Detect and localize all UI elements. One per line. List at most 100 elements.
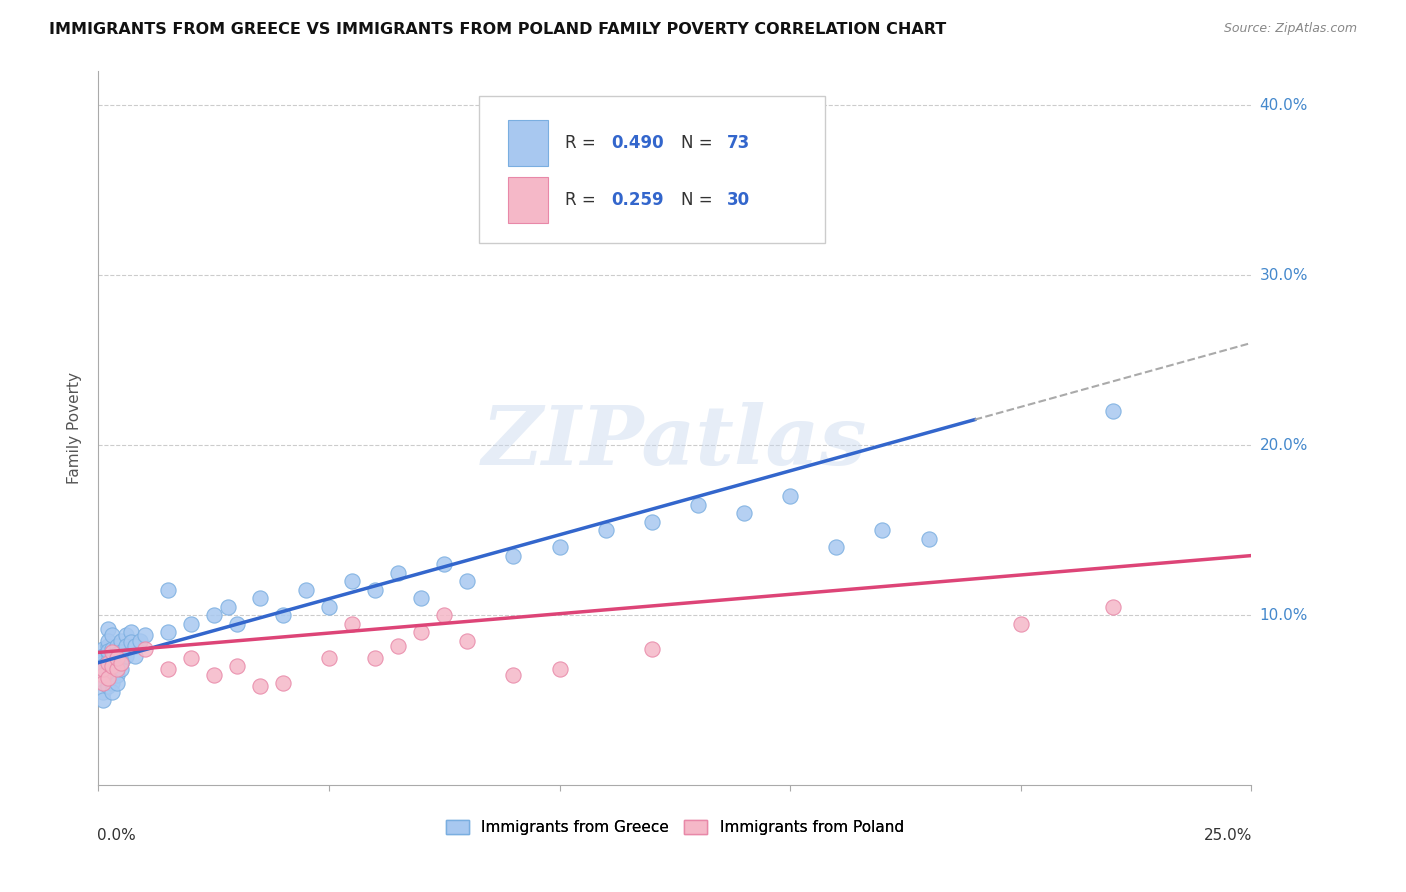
Point (340, 574, 363, 588)
Point (97, 654, 120, 668)
Point (202, 608, 225, 623)
Point (115, 628, 138, 642)
Point (110, 656, 132, 670)
Point (134, 642, 156, 657)
Point (124, 639, 146, 653)
Text: 0.259: 0.259 (612, 191, 664, 209)
Point (340, 616, 363, 631)
Point (97, 671, 120, 685)
Point (502, 549, 524, 563)
Point (97, 622, 120, 636)
Point (411, 625, 433, 640)
Point (97, 644, 120, 658)
Point (91, 656, 114, 670)
Point (387, 566, 409, 580)
Point (456, 633, 478, 648)
Point (641, 515, 664, 529)
FancyBboxPatch shape (479, 96, 825, 243)
Point (101, 676, 124, 690)
Point (271, 608, 294, 623)
Point (456, 574, 478, 588)
Point (156, 582, 179, 597)
Point (225, 616, 247, 631)
Text: N =: N = (681, 191, 713, 209)
Text: Source: ZipAtlas.com: Source: ZipAtlas.com (1223, 22, 1357, 36)
Text: N =: N = (681, 134, 713, 152)
Point (318, 650, 340, 665)
Point (115, 648, 138, 663)
Point (124, 648, 146, 663)
Point (548, 540, 571, 554)
Point (641, 642, 664, 657)
Point (779, 489, 801, 503)
Point (225, 659, 247, 673)
Point (110, 656, 132, 670)
Point (101, 684, 124, 698)
Point (110, 662, 132, 676)
Point (101, 642, 124, 657)
Point (202, 667, 225, 681)
Point (249, 680, 271, 694)
Text: 20.0%: 20.0% (1260, 438, 1308, 452)
FancyBboxPatch shape (508, 177, 548, 223)
Point (217, 599, 239, 614)
Point (129, 633, 152, 648)
Point (318, 599, 340, 614)
Text: IMMIGRANTS FROM GREECE VS IMMIGRANTS FROM POLAND FAMILY POVERTY CORRELATION CHAR: IMMIGRANTS FROM GREECE VS IMMIGRANTS FRO… (49, 22, 946, 37)
Point (101, 645, 124, 659)
Point (180, 616, 202, 631)
Point (105, 676, 128, 690)
Point (387, 639, 409, 653)
Point (411, 591, 433, 605)
Text: ZIPatlas: ZIPatlas (482, 402, 868, 483)
Point (733, 506, 755, 520)
Point (97, 671, 120, 685)
Point (91, 667, 114, 681)
Point (156, 662, 179, 676)
Text: 30: 30 (727, 191, 749, 209)
Point (110, 645, 132, 659)
Text: 73: 73 (727, 134, 749, 152)
Point (97, 639, 120, 653)
Point (872, 523, 894, 537)
Point (101, 659, 124, 673)
Point (91, 650, 114, 665)
Point (779, 192, 801, 206)
Point (91, 659, 114, 673)
Text: R =: R = (565, 134, 596, 152)
Point (249, 591, 271, 605)
Point (91, 676, 114, 690)
Point (686, 498, 709, 512)
Point (433, 608, 456, 623)
Point (91, 662, 114, 676)
Point (595, 523, 617, 537)
Point (364, 650, 387, 665)
Point (295, 582, 318, 597)
Text: 10.0%: 10.0% (1260, 607, 1308, 623)
Point (156, 625, 179, 640)
Point (433, 557, 456, 571)
Point (917, 532, 939, 546)
Point (91, 648, 114, 663)
Point (101, 628, 124, 642)
Point (825, 540, 848, 554)
Point (364, 582, 387, 597)
Point (91, 684, 114, 698)
Point (91, 693, 114, 707)
Point (101, 659, 124, 673)
Point (91, 642, 114, 657)
Text: 40.0%: 40.0% (1260, 98, 1308, 113)
Point (105, 667, 128, 681)
Point (1102, 599, 1125, 614)
Y-axis label: Family Poverty: Family Poverty (67, 372, 83, 484)
Point (105, 650, 128, 665)
Point (502, 667, 524, 681)
Point (97, 645, 120, 659)
Point (548, 662, 571, 676)
Point (120, 625, 142, 640)
Point (91, 667, 114, 681)
Text: 25.0%: 25.0% (1204, 828, 1253, 843)
Point (115, 639, 138, 653)
Point (97, 662, 120, 676)
Point (105, 647, 128, 661)
